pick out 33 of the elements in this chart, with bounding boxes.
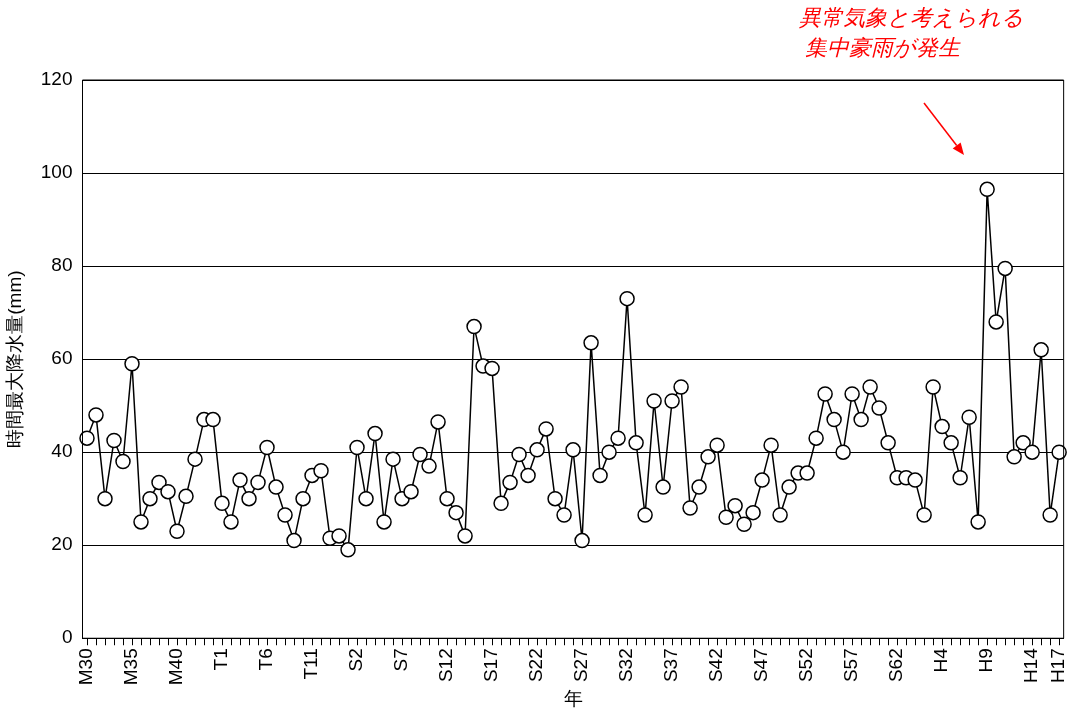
x-axis-title: 年 bbox=[563, 687, 583, 709]
x-tick-label: S12 bbox=[435, 648, 457, 683]
x-tick-label: S52 bbox=[795, 648, 817, 683]
x-tick-label: S2 bbox=[345, 648, 367, 672]
x-tick-label: H14 bbox=[1020, 647, 1042, 684]
x-tick-label: T6 bbox=[255, 648, 277, 671]
x-tick-label: H9 bbox=[975, 648, 997, 673]
y-tick-label: 120 bbox=[40, 68, 73, 90]
y-tick-label: 80 bbox=[51, 254, 73, 276]
x-tick-label: H4 bbox=[930, 647, 952, 673]
x-tick-label: S57 bbox=[840, 648, 862, 683]
x-tick-label: S7 bbox=[390, 648, 412, 672]
x-tick-label: H17 bbox=[1047, 648, 1069, 684]
x-tick-label: S47 bbox=[750, 648, 772, 683]
x-tick-label: S32 bbox=[615, 648, 637, 683]
x-tick-label: T11 bbox=[300, 648, 322, 680]
y-tick-label: 100 bbox=[40, 161, 73, 183]
x-tick-label: S22 bbox=[525, 648, 547, 683]
x-tick-label: S62 bbox=[885, 648, 907, 683]
y-tick-label: 40 bbox=[51, 440, 73, 462]
x-tick-label: S42 bbox=[705, 648, 727, 683]
x-tick-label: M35 bbox=[120, 648, 142, 686]
y-tick-label: 20 bbox=[51, 533, 73, 555]
y-tick-label: 0 bbox=[61, 626, 73, 648]
x-tick-label: S37 bbox=[660, 648, 682, 683]
text: 異常気象と考えられる集中豪雨が発生 bbox=[798, 5, 1024, 61]
x-tick-label: M40 bbox=[165, 648, 187, 686]
y-tick-label: 60 bbox=[51, 347, 73, 369]
x-tick-label: M30 bbox=[75, 648, 97, 686]
y-axis-title: 時間最大降水量(mm) bbox=[3, 270, 25, 448]
x-tick-label: S17 bbox=[480, 648, 502, 683]
x-tick-label: S27 bbox=[570, 648, 592, 683]
x-tick-label: T1 bbox=[210, 648, 232, 671]
